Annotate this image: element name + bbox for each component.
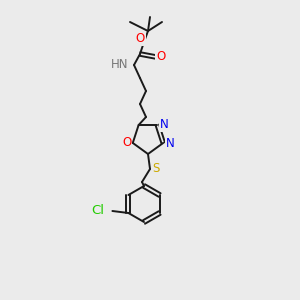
Text: O: O [156,50,166,62]
Text: O: O [135,32,145,46]
Text: HN: HN [110,58,128,71]
Text: S: S [152,161,160,175]
Text: N: N [166,137,175,150]
Text: N: N [160,118,169,130]
Text: Cl: Cl [92,205,104,218]
Text: O: O [122,136,131,149]
